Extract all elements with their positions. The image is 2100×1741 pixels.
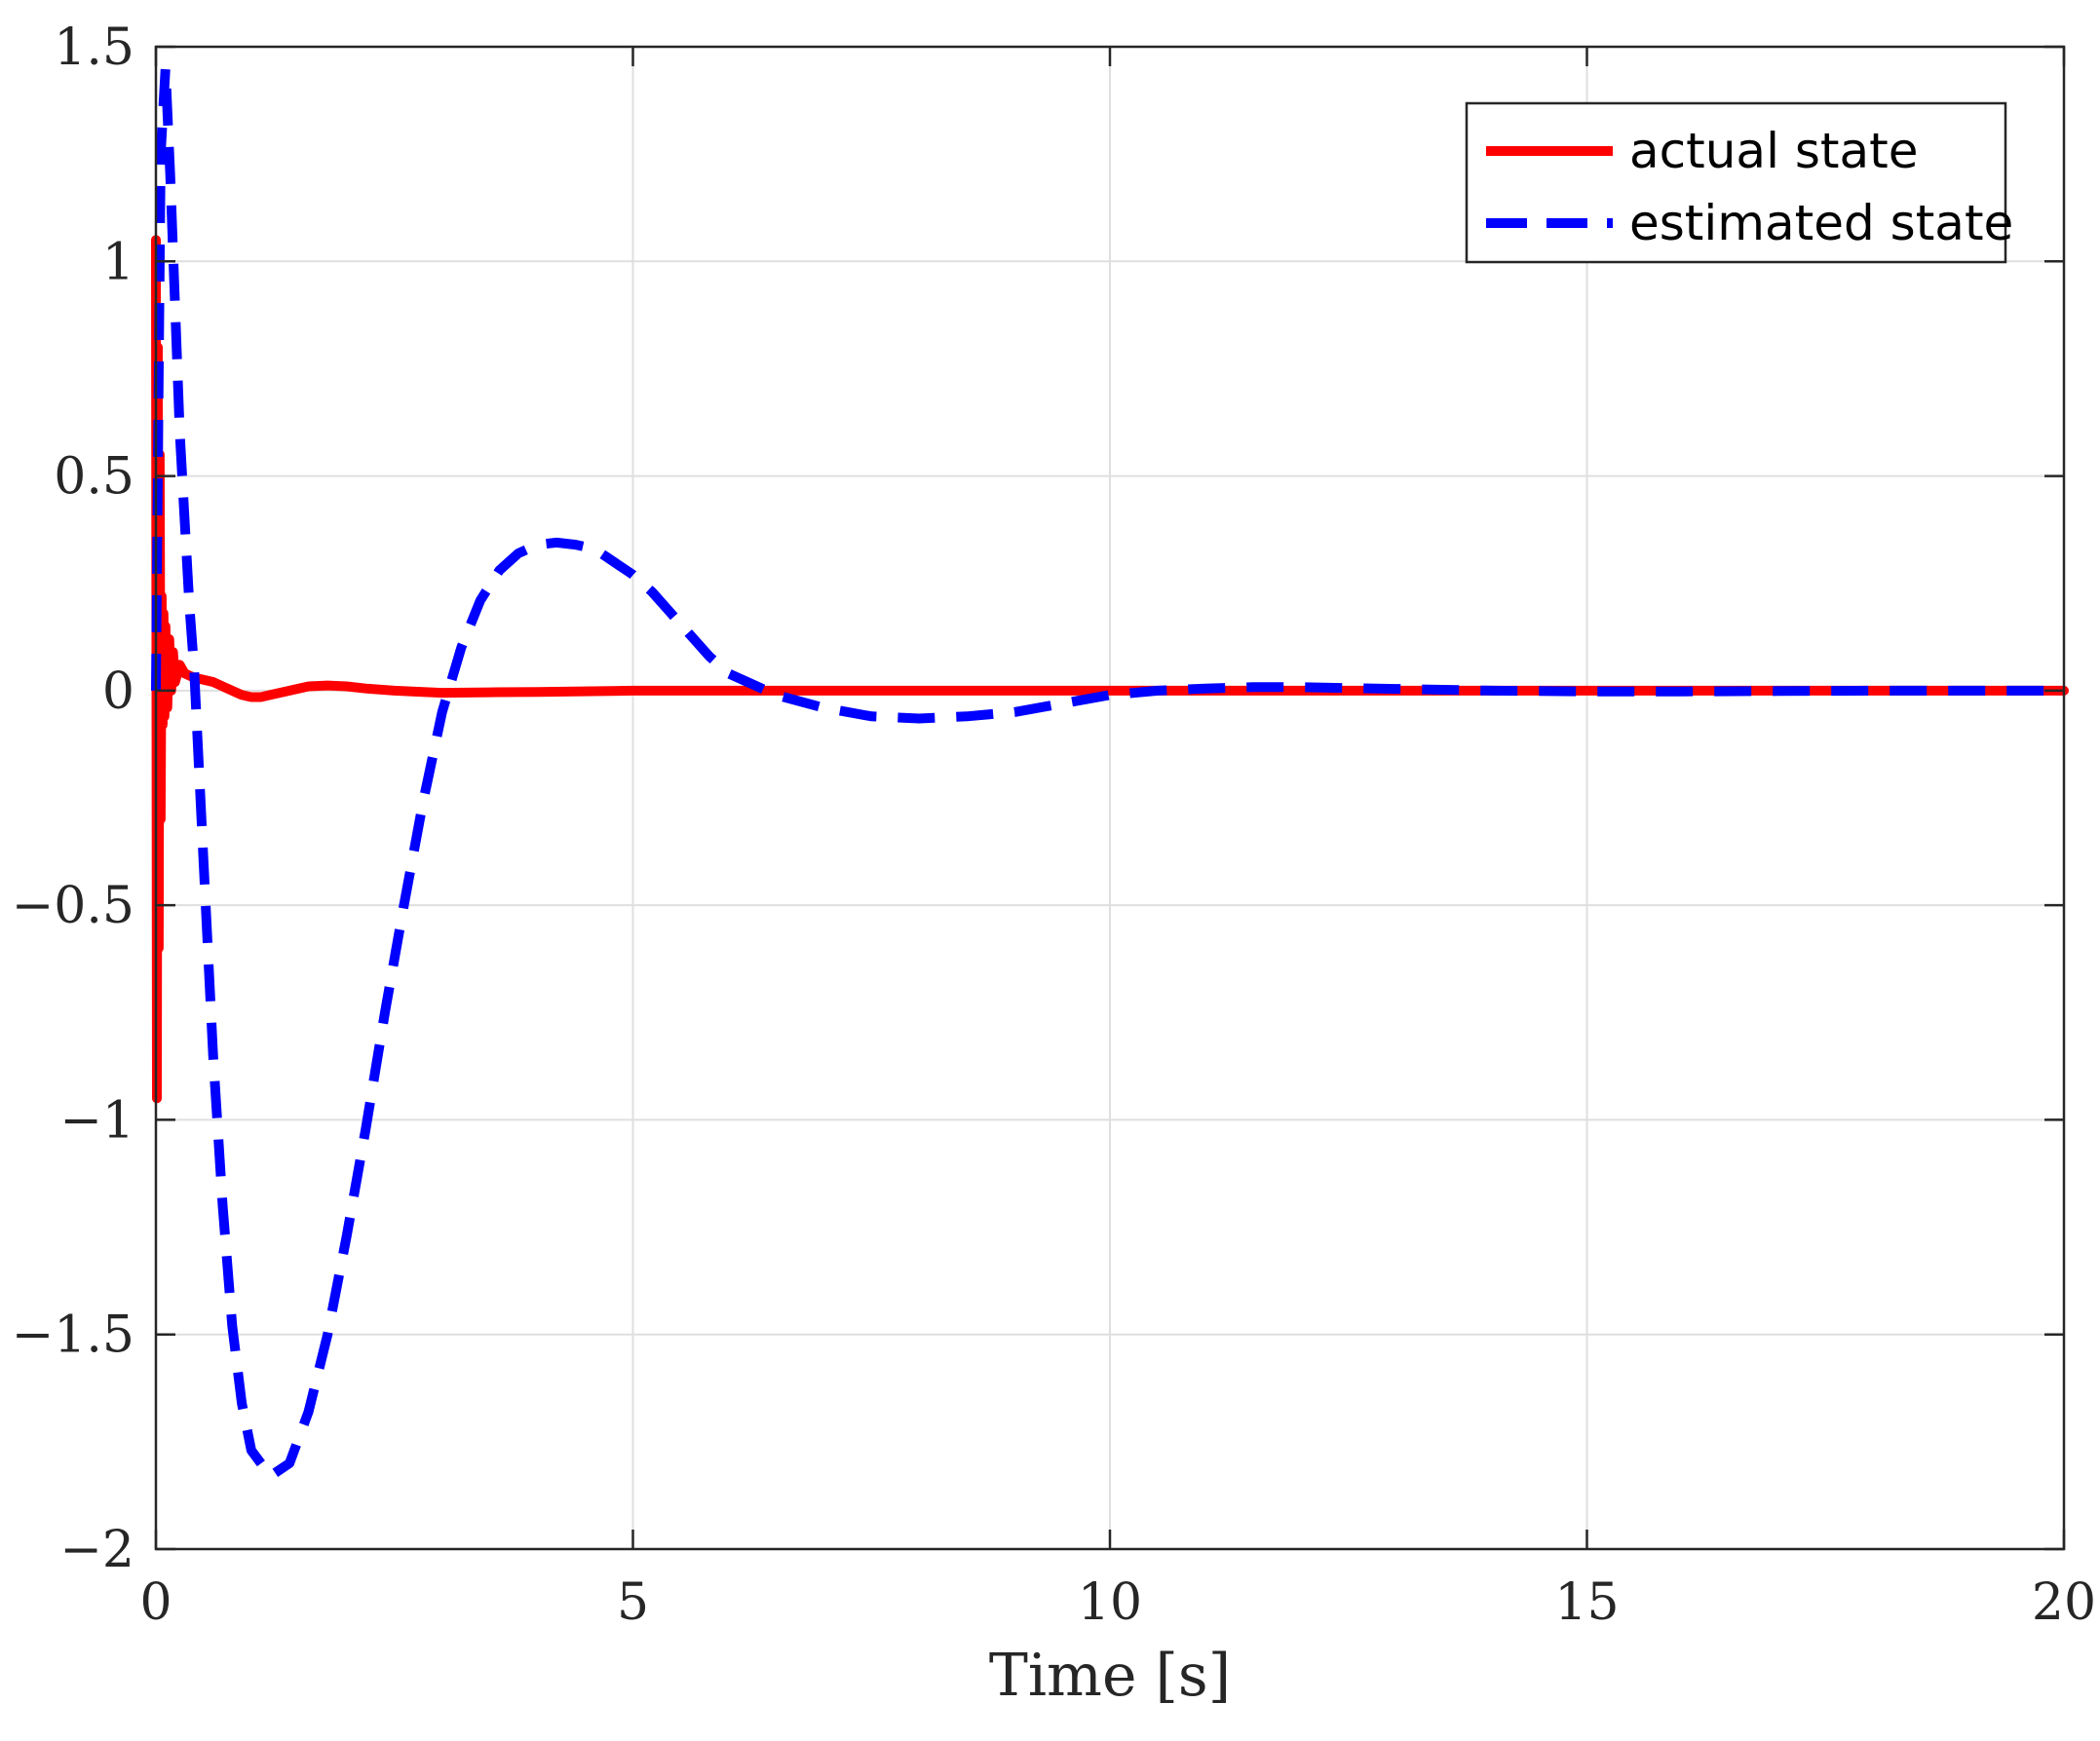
y-tick-label: 0 [102, 662, 134, 721]
x-tick-label: 5 [617, 1573, 649, 1632]
x-axis-label: Time [s] [989, 1642, 1231, 1710]
y-tick-label: 1 [102, 233, 134, 291]
legend: actual state estimated state [1465, 101, 2013, 264]
y-tick-label: 0.5 [54, 448, 134, 507]
y-tick-label: −0.5 [12, 877, 134, 935]
x-tick-label: 10 [1078, 1573, 1142, 1632]
y-tick-labels: −2 −1.5 −1 −0.5 0 0.5 1 1.5 [12, 19, 134, 1579]
x-tick-label: 0 [139, 1573, 172, 1632]
x-tick-labels: 0 5 10 15 20 [139, 1573, 2096, 1632]
y-tick-label: −1.5 [12, 1306, 134, 1365]
x-tick-label: 15 [1554, 1573, 1619, 1632]
y-tick-label: −1 [59, 1091, 134, 1150]
series-group [151, 63, 2069, 1482]
legend-box [1465, 101, 2007, 264]
series-line-actual-state [151, 235, 2069, 1104]
y-tick-label: −2 [59, 1521, 134, 1579]
y-tick-label: 1.5 [54, 19, 134, 77]
series-line-estimated-state [151, 63, 2064, 1482]
tick-marks [154, 45, 2066, 1551]
legend-label-actual-state: actual state [1629, 123, 1919, 179]
x-tick-label: 20 [2032, 1573, 2096, 1632]
legend-label-estimated-state: estimated state [1629, 195, 2013, 251]
